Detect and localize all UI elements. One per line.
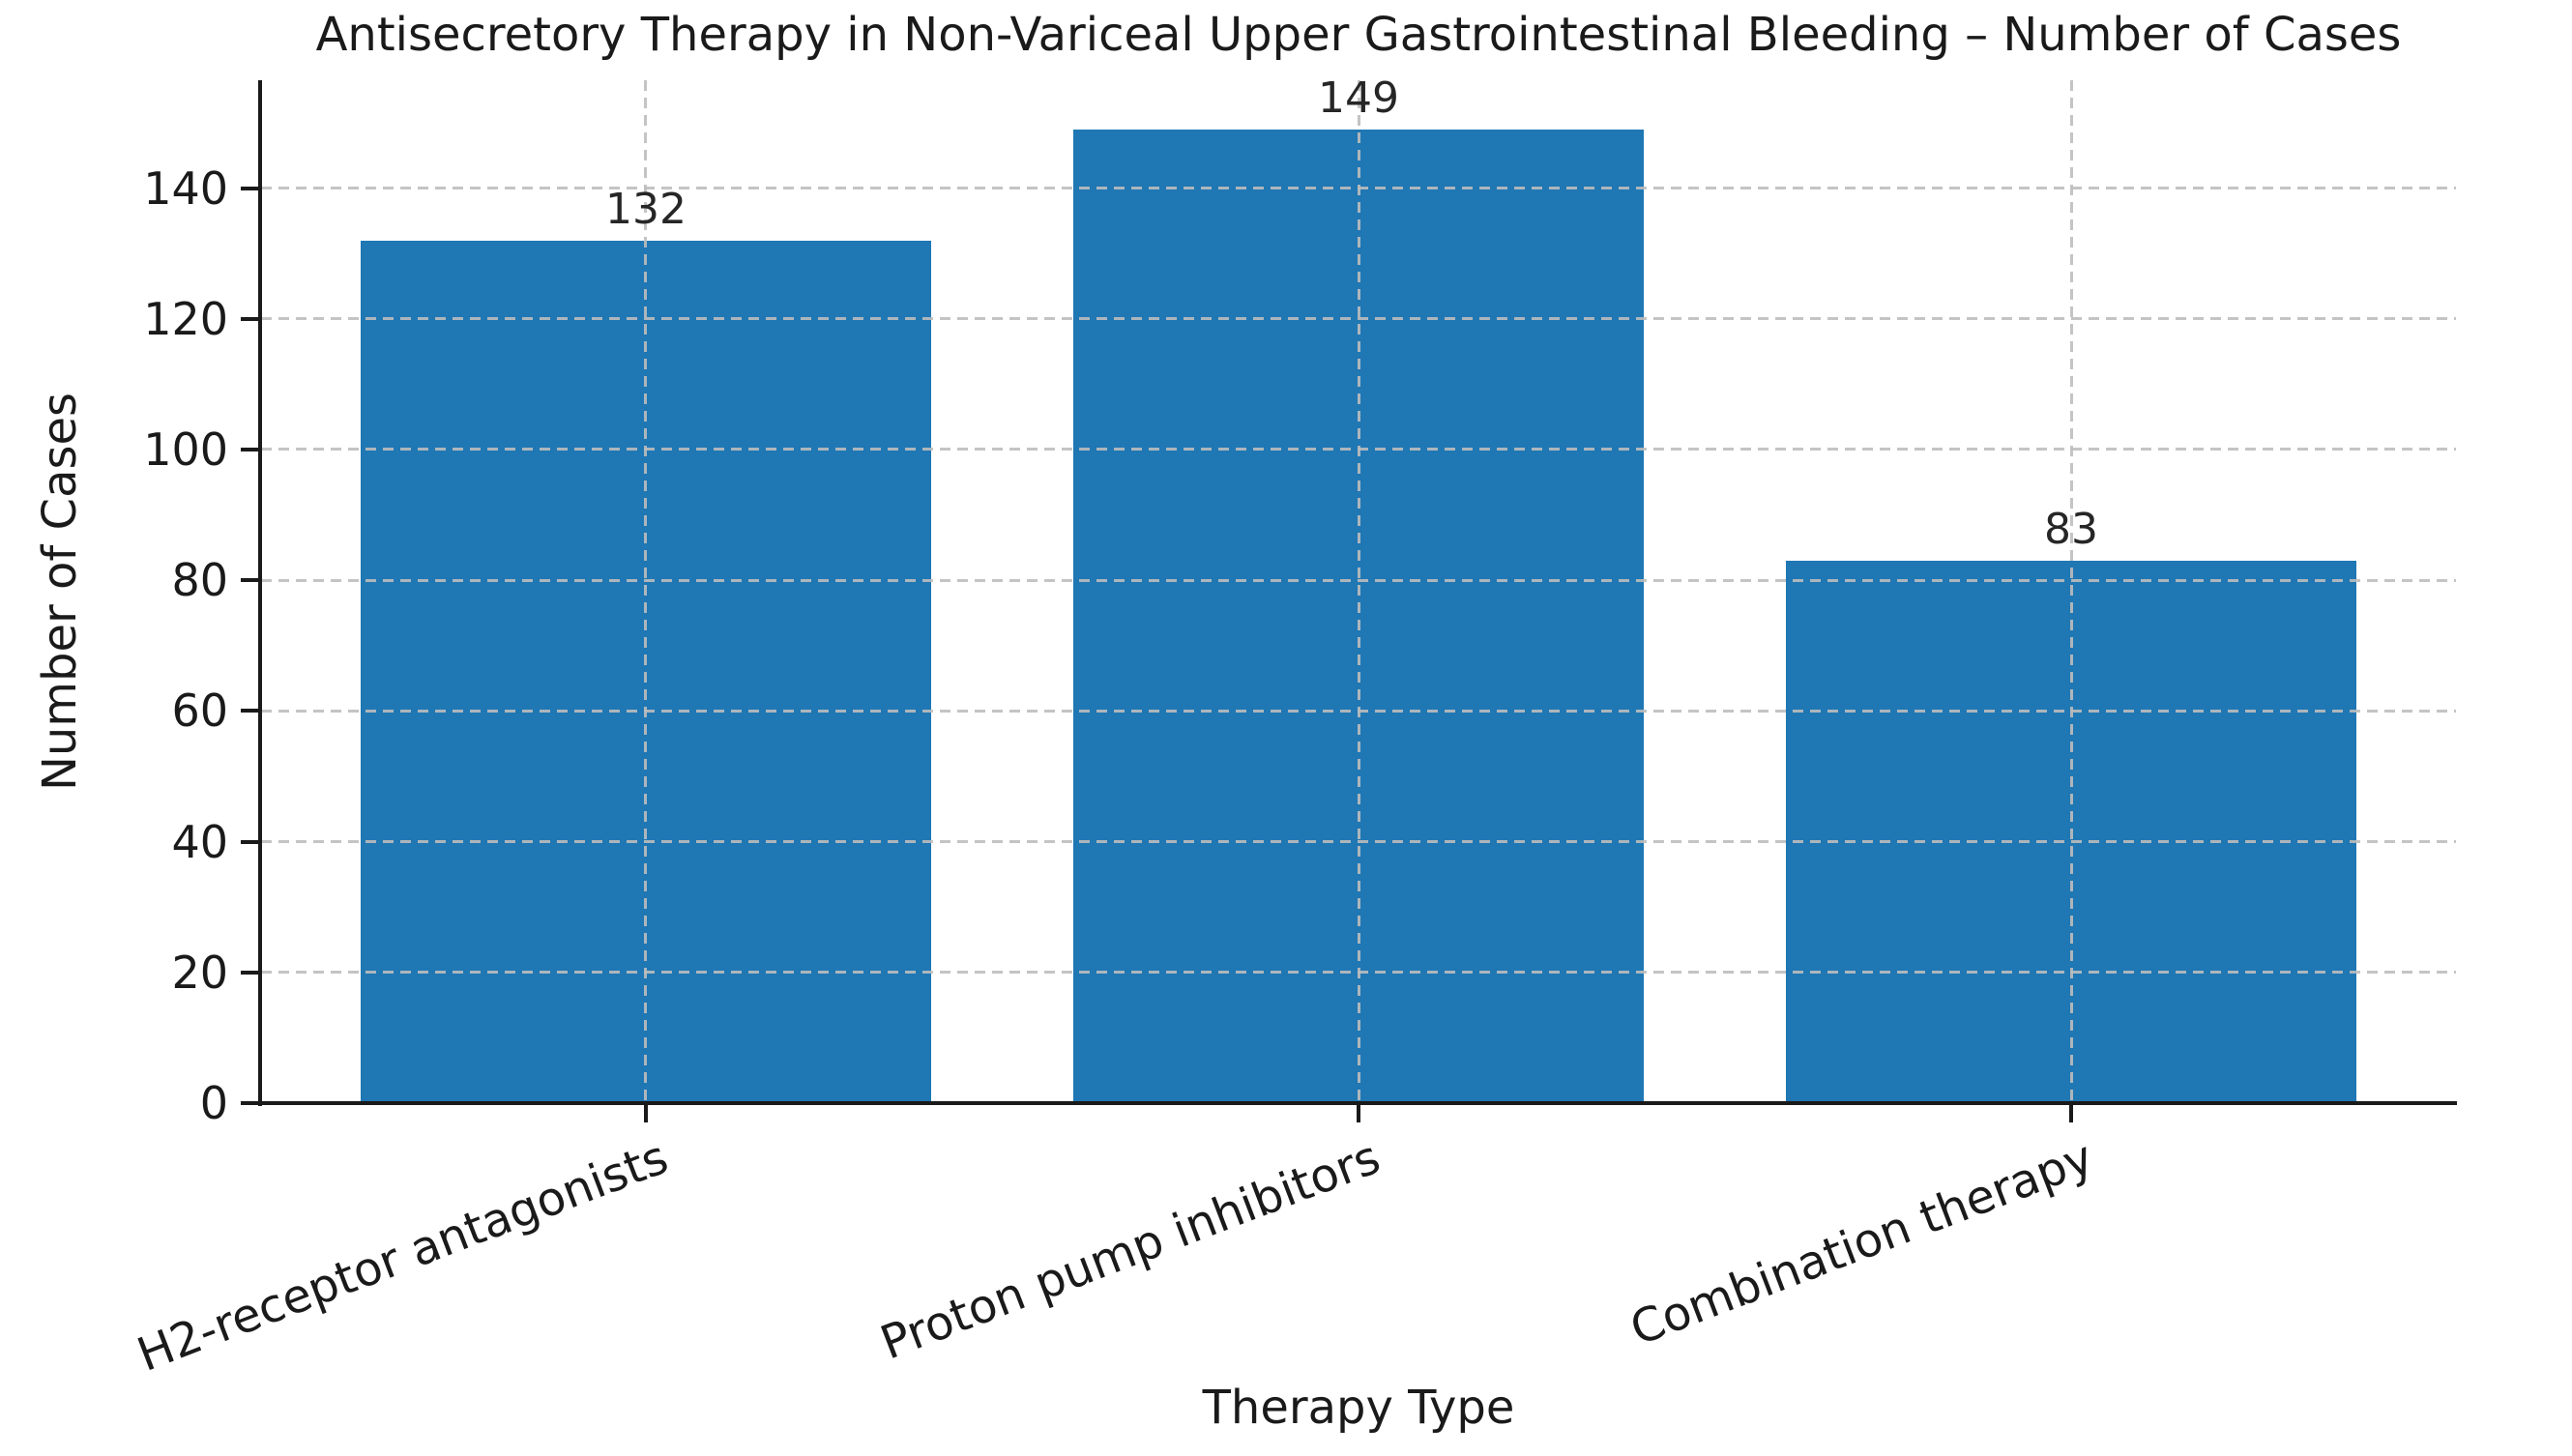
- y-tick-label-120: 120: [143, 292, 228, 345]
- x-category-label: Combination therapy: [1622, 1130, 2101, 1357]
- y-tick-120: [241, 316, 258, 321]
- gridline-y-80: [261, 578, 2456, 582]
- gridline-x-1: [1357, 80, 1360, 1103]
- chart-title: Antisecretory Therapy in Non-Variceal Up…: [315, 8, 2402, 62]
- left-spine: [258, 80, 262, 1106]
- y-tick-80: [241, 578, 258, 583]
- x-tick-2: [2069, 1105, 2073, 1122]
- gridline-x-0: [644, 80, 648, 1103]
- x-tick-1: [1357, 1105, 1360, 1122]
- x-tick-0: [643, 1105, 648, 1122]
- y-tick-60: [241, 709, 258, 713]
- gridline-y-20: [261, 971, 2456, 975]
- y-tick-label-40: 40: [171, 815, 228, 868]
- y-tick-label-80: 80: [171, 554, 228, 607]
- gridline-y-120: [261, 317, 2456, 321]
- bottom-spine: [258, 1101, 2457, 1105]
- bar-value-label: 149: [1318, 73, 1399, 123]
- x-category-label: H2-receptor antagonists: [130, 1130, 676, 1383]
- bar-value-label: 83: [2044, 504, 2098, 554]
- gridline-y-100: [261, 448, 2456, 451]
- y-tick-40: [241, 839, 258, 844]
- y-tick-100: [241, 447, 258, 451]
- x-axis-label: Therapy Type: [1202, 1381, 1515, 1435]
- bar-value-label: 132: [604, 184, 687, 234]
- gridline-y-40: [261, 840, 2456, 844]
- y-tick-label-100: 100: [143, 422, 228, 476]
- gridline-y-140: [261, 187, 2456, 190]
- y-tick-20: [241, 970, 258, 975]
- x-category-label: Proton pump inhibitors: [873, 1130, 1388, 1371]
- y-tick-label-60: 60: [171, 684, 228, 738]
- y-tick-label-0: 0: [199, 1077, 228, 1129]
- y-tick-label-140: 140: [143, 161, 228, 215]
- y-tick-140: [241, 186, 258, 190]
- y-tick-label-20: 20: [171, 946, 228, 999]
- gridline-y-60: [261, 709, 2456, 713]
- y-tick-0: [241, 1101, 258, 1105]
- gridline-x-2: [2069, 80, 2073, 1103]
